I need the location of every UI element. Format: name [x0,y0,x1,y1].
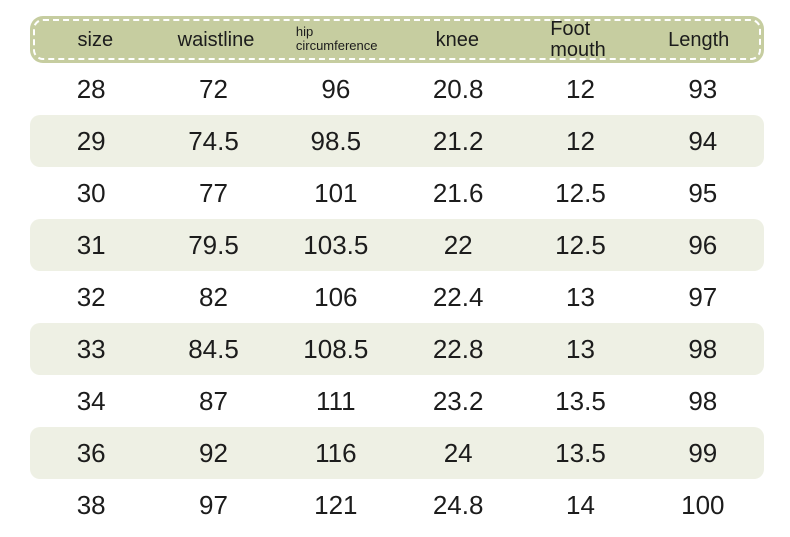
cell-knee: 21.6 [432,178,484,208]
cell-hip-circumference: 121 [314,490,358,520]
cell-hip-circumference: 103.5 [303,230,369,260]
cell-length: 100 [681,490,725,520]
cell-waistline: 82 [199,282,228,312]
size-chart-table: size waistline hip circumference knee Foot m… [30,16,764,531]
cell-waistline: 87 [199,386,228,416]
cell-hip-circumference: 98.5 [310,126,362,156]
cell-waistline: 72 [199,74,228,104]
column-header-label: hip circumference [295,23,378,54]
column-header-label: Length [668,28,730,51]
cell-waistline: 77 [199,178,228,208]
cell-waistline: 84.5 [188,334,239,364]
cell-size: 29 [76,126,106,156]
column-header-foot-mouth: Foot mouth [518,19,639,60]
cell-size: 32 [76,282,106,312]
cell-knee: 22 [443,230,473,260]
table-row: 29 74.5 98.5 21.2 12 94 [30,115,764,167]
cell-knee: 24.8 [432,490,484,520]
cell-foot-mouth: 12.5 [555,178,606,208]
cell-length: 98 [688,334,718,364]
column-header-label: knee [435,28,480,51]
cell-length: 99 [688,438,718,468]
table-row: 36 92 116 24 13.5 99 [30,427,764,479]
cell-knee: 22.4 [432,282,484,312]
cell-knee: 23.2 [432,386,484,416]
cell-size: 38 [76,490,106,520]
cell-length: 93 [688,74,718,104]
cell-length: 98 [688,386,718,416]
cell-foot-mouth: 12 [566,74,595,104]
table-row: 33 84.5 108.5 22.8 13 98 [30,323,764,375]
table-row: 32 82 106 22.4 13 97 [30,271,764,323]
cell-size: 34 [76,386,106,416]
column-header-hip-circumference: hip circumference [276,23,397,55]
cell-hip-circumference: 106 [314,282,358,312]
column-header-knee: knee [397,30,518,50]
cell-knee: 20.8 [432,74,484,104]
cell-length: 96 [688,230,718,260]
cell-foot-mouth: 12.5 [555,230,606,260]
table-row: 31 79.5 103.5 22 12.5 96 [30,219,764,271]
cell-length: 97 [688,282,718,312]
cell-size: 28 [76,74,106,104]
cell-length: 95 [688,178,718,208]
table-row: 38 97 121 24.8 14 100 [30,479,764,531]
column-header-length: Length [638,30,759,50]
cell-hip-circumference: 111 [316,386,356,416]
cell-foot-mouth: 13 [566,334,595,364]
cell-foot-mouth: 13.5 [555,438,606,468]
table-header-row: size waistline hip circumference knee Foot m… [33,19,761,60]
cell-knee: 24 [443,438,473,468]
cell-foot-mouth: 13 [566,282,595,312]
table-row: 34 87 111 23.2 13.5 98 [30,375,764,427]
cell-knee: 21.2 [432,126,484,156]
table-row: 28 72 96 20.8 12 93 [30,63,764,115]
cell-foot-mouth: 14 [566,490,595,520]
cell-length: 94 [688,126,718,156]
cell-hip-circumference: 101 [314,178,358,208]
cell-knee: 22.8 [432,334,484,364]
column-header-label: waistline [177,28,255,51]
cell-hip-circumference: 108.5 [303,334,369,364]
cell-size: 33 [76,334,106,364]
cell-waistline: 92 [199,438,228,468]
cell-size: 30 [76,178,106,208]
column-header-waistline: waistline [156,30,277,50]
cell-hip-circumference: 116 [315,438,357,468]
column-header-label: size [77,28,114,51]
cell-waistline: 74.5 [188,126,239,156]
cell-waistline: 79.5 [188,230,239,260]
cell-foot-mouth: 13.5 [555,386,606,416]
table-row: 30 77 101 21.6 12.5 95 [30,167,764,219]
cell-waistline: 97 [199,490,228,520]
column-header-label: Foot mouth [550,18,606,61]
cell-foot-mouth: 12 [566,126,595,156]
column-header-size: size [35,30,156,50]
table-body: 28 72 96 20.8 12 93 29 74.5 98.5 21.2 12 94 30 77 101 2… [30,63,764,531]
cell-size: 36 [76,438,106,468]
cell-size: 31 [76,230,106,260]
cell-hip-circumference: 96 [321,74,351,104]
